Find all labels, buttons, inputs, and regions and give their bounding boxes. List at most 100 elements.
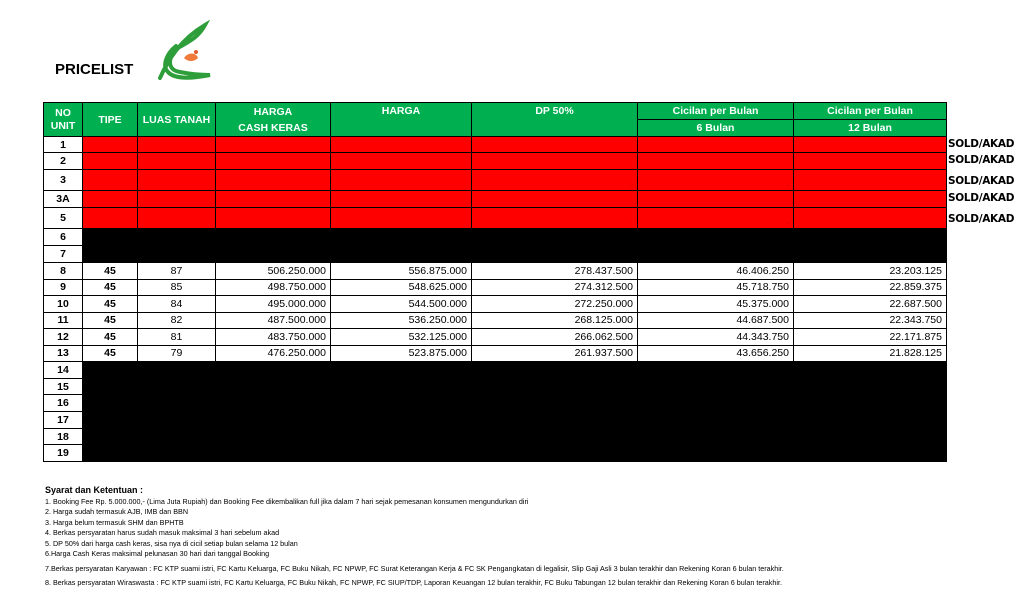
header-no-unit: NO UNIT (43, 102, 83, 137)
installment-6-cell: 45.718.750 (637, 278, 794, 296)
leaf-e-logo (158, 20, 211, 80)
sold-row: 3 - - (43, 169, 947, 191)
page-title: PRICELIST (55, 61, 134, 78)
sold-cell (82, 190, 138, 208)
installment-12-cell: 21.828.125 (793, 344, 947, 362)
unit-number: 11 (43, 311, 83, 329)
cash-price-cell: 495.000.000 (215, 295, 331, 313)
table-row: 11 45 82 487.500.000 536.250.000 268.125… (43, 311, 947, 329)
installment-6-cell: 45.375.000 (637, 295, 794, 313)
price-cell: 523.875.000 (330, 344, 472, 362)
sold-cell (637, 152, 794, 170)
sold-cell (215, 169, 331, 191)
table-row: 10 45 84 495.000.000 544.500.000 272.250… (43, 295, 947, 313)
unavailable-row: 6 (43, 228, 947, 263)
unit-number: 2 (43, 152, 83, 170)
sold-cell (82, 152, 138, 170)
sold-cell (330, 136, 472, 153)
sold-cell (637, 136, 794, 153)
sold-cell (330, 207, 472, 229)
dp-cell: 266.062.500 (471, 328, 638, 346)
sold-cell (793, 169, 947, 191)
price-cell: 532.125.000 (330, 328, 472, 346)
price-cell: 548.625.000 (330, 278, 472, 296)
installment-12-cell: 22.171.875 (793, 328, 947, 346)
table-row: 8 45 87 506.250.000 556.875.000 278.437.… (43, 262, 947, 280)
installment-12-cell: 22.343.750 (793, 311, 947, 329)
table-row: 13 45 79 476.250.000 523.875.000 261.937… (43, 344, 947, 362)
sold-cell (137, 152, 216, 170)
unit-number: 3 (43, 169, 83, 191)
terms-section: Syarat dan Ketentuan : 1. Booking Fee Rp… (45, 485, 784, 589)
unit-number: 6 (43, 228, 83, 246)
sold-cell (637, 190, 794, 208)
sold-cell: - (637, 169, 794, 191)
terms-item: 2. Harga sudah termasuk AJB, IMB dan BBN (45, 507, 189, 516)
unavailable-row: 15 (43, 377, 947, 396)
unit-number: 16 (43, 394, 83, 413)
dp-cell: 272.250.000 (471, 295, 638, 313)
sold-cell (793, 207, 947, 229)
sold-cell (137, 207, 216, 229)
unavailable-block (82, 228, 947, 263)
tipe-cell: 45 (82, 295, 138, 313)
tipe-cell: 45 (82, 344, 138, 362)
sold-cell (215, 207, 331, 229)
sold-cell (793, 190, 947, 208)
installment-6-cell: 43.656.250 (637, 344, 794, 362)
sold-cell (471, 152, 638, 170)
header-dp: DP 50% (471, 102, 638, 137)
price-cell: 556.875.000 (330, 262, 472, 280)
terms-item: 5. DP 50% dari harga cash keras, sisa ny… (45, 538, 298, 548)
unavailable-block (82, 360, 947, 463)
unavailable-row: 14 (43, 360, 947, 463)
unit-number: 10 (43, 295, 83, 313)
sold-row: 3A (43, 190, 947, 208)
header-cicilan6-sub: 6 Bulan (637, 119, 794, 137)
sold-cell: - (471, 169, 638, 191)
unit-number: 3A (43, 190, 83, 208)
unit-number: 12 (43, 328, 83, 346)
sold-cell (471, 190, 638, 208)
header-harga: HARGA (330, 102, 472, 137)
unavailable-row: 19 (43, 444, 947, 463)
unit-number: 17 (43, 411, 83, 429)
unavailable-row: 7 (43, 245, 947, 263)
sold-cell (793, 136, 947, 153)
header-cicilan6: Cicilan per Bulan (637, 102, 794, 120)
terms-item: 6.Harga Cash Keras maksimal pelunasan 30… (45, 549, 270, 558)
sold-cell (330, 169, 472, 191)
terms-item: 8. Berkas persyaratan Wiraswasta : FC KT… (45, 578, 782, 587)
sold-cell (215, 152, 331, 170)
sold-cell (793, 152, 947, 170)
table-row: 9 45 85 498.750.000 548.625.000 274.312.… (43, 278, 947, 296)
installment-12-cell: 23.203.125 (793, 262, 947, 280)
unit-number: 19 (43, 444, 83, 463)
terms-item: 4. Berkas persyaratan harus sudah masuk … (45, 528, 280, 537)
installment-6-cell: 44.687.500 (637, 311, 794, 329)
cash-price-cell: 487.500.000 (215, 311, 331, 329)
sold-status-label: SOLD/AKAD (948, 175, 1015, 187)
sold-row: 2 (43, 152, 947, 170)
header-harga-cash: HARGA CASH KERAS (215, 102, 331, 137)
tipe-cell: 45 (82, 278, 138, 296)
sold-cell (330, 190, 472, 208)
pricelist-table: NO UNIT TIPE LUAS TANAH HARGA CASH KERAS… (43, 102, 947, 463)
header-harga-cash-line1: HARGA (253, 105, 293, 118)
dp-cell: 268.125.000 (471, 311, 638, 329)
dp-cell: 261.937.500 (471, 344, 638, 362)
installment-12-cell: 22.859.375 (793, 278, 947, 296)
luas-cell: 82 (137, 311, 216, 329)
unit-number: 5 (43, 207, 83, 229)
price-cell: 544.500.000 (330, 295, 472, 313)
unit-number: 15 (43, 377, 83, 396)
sold-cell (215, 136, 331, 153)
sold-status-label: SOLD/AKAD (948, 192, 1015, 204)
sold-cell (215, 190, 331, 208)
sold-status-label: SOLD/AKAD (948, 213, 1015, 225)
header-luas-tanah: LUAS TANAH (137, 102, 216, 137)
sold-row: 1 (43, 136, 947, 153)
unit-number: 18 (43, 427, 83, 446)
luas-cell: 79 (137, 344, 216, 362)
header-cicilan12-sub: 12 Bulan (793, 119, 947, 137)
